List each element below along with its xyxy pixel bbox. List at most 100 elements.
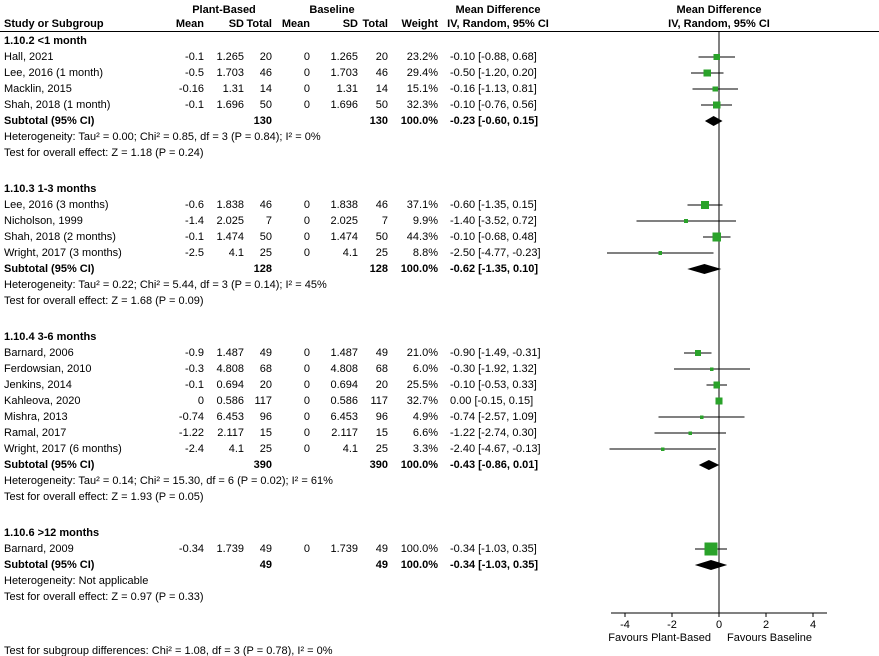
study-name: Hall, 2021 bbox=[4, 51, 54, 63]
study-name: Jenkins, 2014 bbox=[4, 379, 72, 391]
baseline-sd: 1.696 bbox=[330, 99, 358, 111]
baseline-sd: 0.586 bbox=[330, 395, 358, 407]
baseline-sd: 1.487 bbox=[330, 347, 358, 359]
baseline-sd: 2.025 bbox=[330, 215, 358, 227]
section-title: 1.10.6 >12 months bbox=[4, 527, 100, 539]
study-md-ci: -1.22 [-2.74, 0.30] bbox=[450, 427, 537, 439]
plant-total: 14 bbox=[259, 83, 272, 95]
plant-total: 49 bbox=[259, 543, 272, 555]
subtotal-plant-total: 128 bbox=[253, 263, 272, 275]
plant-mean: -0.16 bbox=[178, 83, 204, 95]
study-name: Lee, 2016 (3 months) bbox=[4, 199, 109, 211]
baseline-mean: 0 bbox=[303, 395, 310, 407]
plant-based-group-header: Plant-Based bbox=[192, 4, 256, 16]
study-weight: 44.3% bbox=[406, 231, 438, 243]
header-spacer bbox=[390, 3, 440, 17]
empty-cell bbox=[206, 457, 246, 473]
section-title: 1.10.3 1-3 months bbox=[4, 183, 97, 195]
baseline-mean: 0 bbox=[303, 411, 310, 423]
empty-cell bbox=[274, 557, 312, 573]
plant-sd: 2.117 bbox=[217, 427, 244, 439]
plant-total: 46 bbox=[259, 67, 272, 79]
overall-effect-row: Test for overall effect: Z = 0.97 (P = 0… bbox=[0, 589, 556, 605]
baseline-sd: 1.474 bbox=[330, 231, 358, 243]
study-md-ci: -0.16 [-1.13, 0.81] bbox=[450, 83, 537, 95]
baseline-sd: 2.117 bbox=[331, 427, 358, 439]
study-md-ci: -0.60 [-1.35, 0.15] bbox=[450, 199, 537, 211]
study-md-ci: -0.10 [-0.76, 0.56] bbox=[450, 99, 537, 111]
subtotal-row: Subtotal (95% CI) 130 130 100.0% -0.23 [-0.6… bbox=[0, 113, 556, 129]
baseline-mean: 0 bbox=[303, 443, 310, 455]
section-title: 1.10.4 3-6 months bbox=[4, 331, 97, 343]
heterogeneity-text: Heterogeneity: Tau² = 0.14; Chi² = 15.30… bbox=[4, 475, 333, 487]
plot-md-header: Mean Difference bbox=[676, 4, 762, 16]
study-marker bbox=[710, 367, 714, 371]
study-row: Lee, 2016 (1 month) -0.5 1.703 46 0 1.703 46 29… bbox=[0, 65, 556, 81]
baseline-mean: 0 bbox=[303, 215, 310, 227]
overall-effect-text: Test for overall effect: Z = 1.18 (P = 0… bbox=[4, 147, 204, 159]
study-md-ci: 0.00 [-0.15, 0.15] bbox=[450, 395, 534, 407]
plant-sd: 0.586 bbox=[216, 395, 244, 407]
plant-total: 68 bbox=[259, 363, 272, 375]
plant-total: 50 bbox=[259, 231, 272, 243]
plant-mean: -0.1 bbox=[185, 51, 204, 63]
empty-cell bbox=[274, 113, 312, 129]
baseline-total: 46 bbox=[375, 199, 388, 211]
study-weight: 6.0% bbox=[412, 363, 438, 375]
baseline-sd: 4.808 bbox=[330, 363, 358, 375]
subtotal-md-ci: -0.43 [-0.86, 0.01] bbox=[450, 459, 539, 471]
study-name: Lee, 2016 (1 month) bbox=[4, 67, 104, 79]
subtotal-plant-total: 49 bbox=[259, 559, 272, 571]
plant-sd: 1.838 bbox=[216, 199, 244, 211]
heterogeneity-text: Heterogeneity: Not applicable bbox=[4, 575, 149, 587]
baseline-sd: 1.703 bbox=[330, 67, 358, 79]
study-row: Macklin, 2015 -0.16 1.31 14 0 1.31 14 15.1% -0.1… bbox=[0, 81, 556, 97]
study-md-ci: -0.10 [-0.88, 0.68] bbox=[450, 51, 537, 63]
study-marker bbox=[704, 542, 718, 556]
subgroup-differences-text: Test for subgroup differences: Chi² = 1.… bbox=[4, 645, 333, 656]
section-title-row: 1.10.4 3-6 months bbox=[0, 329, 556, 345]
study-marker bbox=[713, 53, 720, 61]
plant-mean: -0.34 bbox=[178, 543, 204, 555]
study-weight: 25.5% bbox=[406, 379, 438, 391]
study-weight: 100.0% bbox=[400, 543, 438, 555]
plant-total: 96 bbox=[259, 411, 272, 423]
heterogeneity-row: Heterogeneity: Tau² = 0.22; Chi² = 5.44,… bbox=[0, 277, 556, 293]
subtotal-diamond bbox=[698, 460, 720, 470]
baseline-mean: 0 bbox=[303, 363, 310, 375]
study-md-ci: -0.74 [-2.57, 1.09] bbox=[450, 411, 537, 423]
baseline-sd-header: SD bbox=[342, 18, 358, 30]
empty-cell bbox=[174, 457, 206, 473]
subtotal-baseline-total: 130 bbox=[369, 115, 388, 127]
plant-sd: 1.474 bbox=[216, 231, 244, 243]
subtotal-weight: 100.0% bbox=[400, 559, 438, 571]
study-md-ci: -0.10 [-0.53, 0.33] bbox=[450, 379, 537, 391]
study-marker bbox=[660, 447, 665, 451]
study-md-ci: -0.50 [-1.20, 0.20] bbox=[450, 67, 537, 79]
heterogeneity-row: Heterogeneity: Not applicable bbox=[0, 573, 556, 589]
study-row: Ramal, 2017 -1.22 2.117 15 0 2.117 15 6.6% -1.22… bbox=[0, 425, 556, 441]
section-spacer bbox=[0, 309, 556, 329]
study-weight: 9.9% bbox=[412, 215, 438, 227]
subtotal-md-ci: -0.34 [-1.03, 0.35] bbox=[450, 559, 539, 571]
study-md-ci: -0.34 [-1.03, 0.35] bbox=[450, 543, 537, 555]
baseline-total: 46 bbox=[375, 67, 388, 79]
section-title-row: 1.10.3 1-3 months bbox=[0, 181, 556, 197]
favours-right-label: Favours Baseline bbox=[727, 632, 812, 644]
empty-cell bbox=[174, 261, 206, 277]
study-row: Hall, 2021 -0.1 1.265 20 0 1.265 20 23.2% -0.10 … bbox=[0, 49, 556, 65]
baseline-sd: 6.453 bbox=[330, 411, 358, 423]
study-row: Shah, 2018 (1 month) -0.1 1.696 50 0 1.696 50 3… bbox=[0, 97, 556, 113]
axis-tick-label: 2 bbox=[763, 619, 769, 631]
heterogeneity-text: Heterogeneity: Tau² = 0.00; Chi² = 0.85,… bbox=[4, 131, 321, 143]
study-name: Macklin, 2015 bbox=[4, 83, 72, 95]
plant-sd: 0.694 bbox=[216, 379, 244, 391]
baseline-total: 50 bbox=[375, 99, 388, 111]
plant-mean: -0.74 bbox=[178, 411, 204, 423]
study-marker bbox=[713, 381, 720, 389]
empty-cell bbox=[206, 113, 246, 129]
column-header-row: Study or Subgroup Mean SD Total Mean SD … bbox=[0, 17, 556, 31]
empty-cell bbox=[312, 261, 360, 277]
study-md-ci: -0.10 [-0.68, 0.48] bbox=[450, 231, 537, 243]
study-md-ci: -1.40 [-3.52, 0.72] bbox=[450, 215, 537, 227]
